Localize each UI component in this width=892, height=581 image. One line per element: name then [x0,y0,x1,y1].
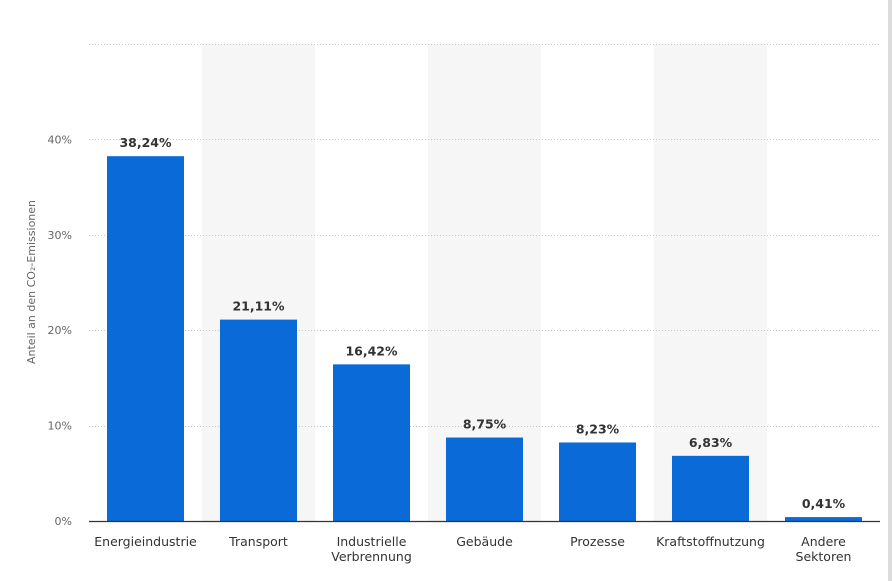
y-tick-label: 30% [48,229,72,242]
bar [446,437,523,521]
bar [333,364,410,521]
right-edge-shadow [888,0,892,581]
x-category-label: Industrielle Verbrennung [331,534,412,564]
x-category-label: Prozesse [570,534,625,549]
y-tick-label: 10% [48,420,72,433]
bar [672,455,749,521]
y-tick-label: 40% [48,133,72,146]
bar [785,517,862,521]
bar-value-label: 6,83% [689,435,733,450]
bar-value-label: 38,24% [119,135,172,150]
bar [220,319,297,521]
bar [559,442,636,521]
x-category-label: Transport [228,534,288,549]
y-tick-label: 0% [55,515,72,528]
bar [107,156,184,521]
x-category-label: Energieindustrie [94,534,197,549]
bar-value-label: 0,41% [802,496,846,511]
bar-value-label: 21,11% [232,299,285,314]
x-category-label: Kraftstoffnutzung [656,534,765,549]
alternating-background-stripes [202,44,767,521]
bars [107,156,862,521]
x-axis-category-labels: Energieindustrie Transport Industrielle Ver… [94,534,851,564]
bar-value-label: 8,75% [463,417,507,432]
y-axis-label: Anteil an den CO₂-Emissionen [25,200,38,364]
value-labels: 38,24% 21,11% 16,42% 8,75% 8,23% 6,83% 0,41% [119,135,845,511]
bar-value-label: 16,42% [345,343,398,358]
x-category-label: Gebäude [456,534,513,549]
y-axis-tick-labels: 0% 10% 20% 30% 40% [48,133,72,528]
bar-value-label: 8,23% [576,421,620,436]
x-category-label: Andere Sektoren [796,534,852,564]
y-tick-label: 20% [48,324,72,337]
background-stripe [654,44,767,521]
